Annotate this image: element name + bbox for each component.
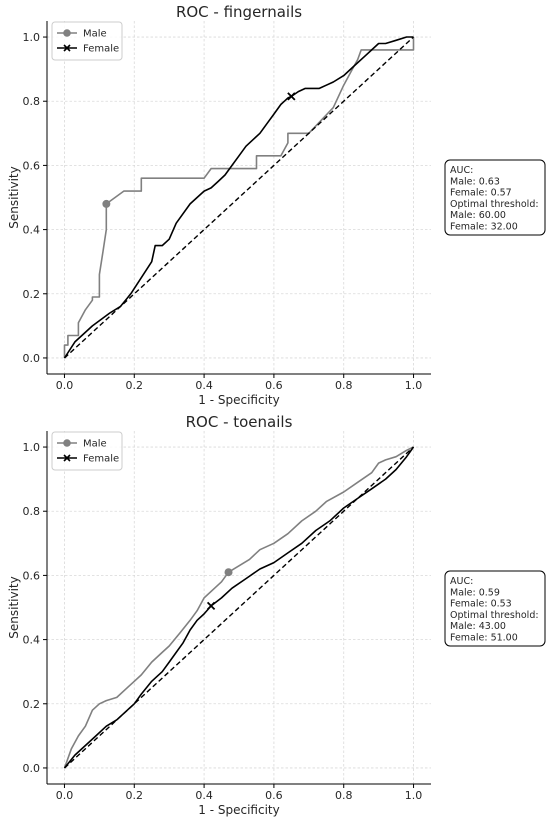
annotation-line: Optimal threshold: (450, 610, 539, 621)
chart-title: ROC - toenails (186, 413, 293, 431)
x-tick-label: 0.8 (335, 379, 353, 392)
optimal-point-male (224, 568, 233, 577)
diagonal-reference-line (64, 446, 414, 769)
annotation-line: Male: 60.00 (450, 210, 506, 221)
legend-label-male: Male (83, 29, 107, 40)
annotation-line: AUC: (450, 576, 473, 587)
annotation-line: Female: 0.53 (450, 599, 512, 610)
x-tick-label: 0.6 (265, 379, 283, 392)
y-tick-label: 0.0 (23, 352, 41, 365)
optimal-point-x-stroke (287, 92, 296, 101)
legend: Male Female (51, 431, 123, 471)
legend-label-female: Female (83, 44, 119, 55)
y-tick-label: 0.8 (23, 505, 41, 518)
legend-marker-circle (63, 439, 71, 447)
y-tick-label: 0.2 (23, 698, 41, 711)
y-tick-label: 1.0 (23, 31, 41, 44)
annotation-line: Male: 43.00 (450, 621, 506, 632)
series-line-male (63, 446, 414, 769)
x-tick-label: 0.6 (265, 789, 283, 802)
annotation-box (444, 159, 546, 236)
x-axis-label: 1 - Specificity (198, 803, 279, 817)
optimal-point-x-stroke (206, 601, 216, 611)
annotation-line: Male: 0.63 (450, 176, 500, 187)
x-tick-label: 0.8 (335, 789, 353, 802)
y-tick-label: 0.6 (23, 159, 41, 172)
y-tick-label: 0.8 (23, 95, 41, 108)
x-tick-label: 1.0 (405, 789, 423, 802)
series-line-female (63, 446, 415, 769)
x-axis-label: 1 - Specificity (198, 393, 279, 407)
y-tick-label: 1.0 (23, 441, 41, 454)
y-tick-label: 0.4 (23, 224, 41, 237)
annotation-line: Male: 0.59 (450, 587, 500, 598)
y-axis-label: Sensitivity (7, 576, 21, 638)
y-tick-label: 0.0 (23, 762, 41, 775)
optimal-point-female (287, 92, 296, 101)
annotation-line: Female: 32.00 (450, 222, 518, 233)
annotation-line: AUC: (450, 165, 473, 176)
legend-marker-x (63, 454, 71, 462)
x-tick-label: 0.0 (56, 789, 74, 802)
x-tick-label: 0.2 (126, 379, 144, 392)
x-tick-label: 0.2 (126, 789, 144, 802)
legend-marker-x (63, 44, 71, 52)
annotation-box (444, 570, 546, 647)
legend: Male Female (51, 21, 123, 61)
y-axis-label: Sensitivity (7, 166, 21, 228)
chart-panel-2: 0.0 0.2 0.4 0.6 0.8 1.0 0.0 0.2 0.4 0.6 0.8 1.0 ROC … (7, 413, 546, 817)
legend-label-female: Female (83, 454, 119, 465)
legend-marker-circle (63, 29, 71, 37)
legend-label-male: Male (83, 439, 107, 450)
annotation-line: Optimal threshold: (450, 199, 539, 210)
x-tick-label: 0.4 (195, 789, 213, 802)
x-tick-label: 0.4 (195, 379, 213, 392)
y-tick-label: 0.6 (23, 569, 41, 582)
x-tick-label: 1.0 (405, 379, 423, 392)
x-tick-label: 0.0 (56, 379, 74, 392)
y-tick-label: 0.2 (23, 288, 41, 301)
y-tick-label: 0.4 (23, 634, 41, 647)
chart-panel-1: 0.0 0.2 0.4 0.6 0.8 1.0 0.0 0.2 0.4 0.6 0.8 1.0 ROC … (7, 3, 546, 407)
diagonal-reference-line (64, 36, 414, 359)
optimal-point-female (206, 601, 216, 611)
optimal-point-male (102, 199, 111, 208)
chart-title: ROC - fingernails (176, 3, 302, 21)
series-line-female (63, 36, 414, 359)
annotation-line: Female: 51.00 (450, 633, 518, 644)
annotation-line: Female: 0.57 (450, 188, 512, 199)
